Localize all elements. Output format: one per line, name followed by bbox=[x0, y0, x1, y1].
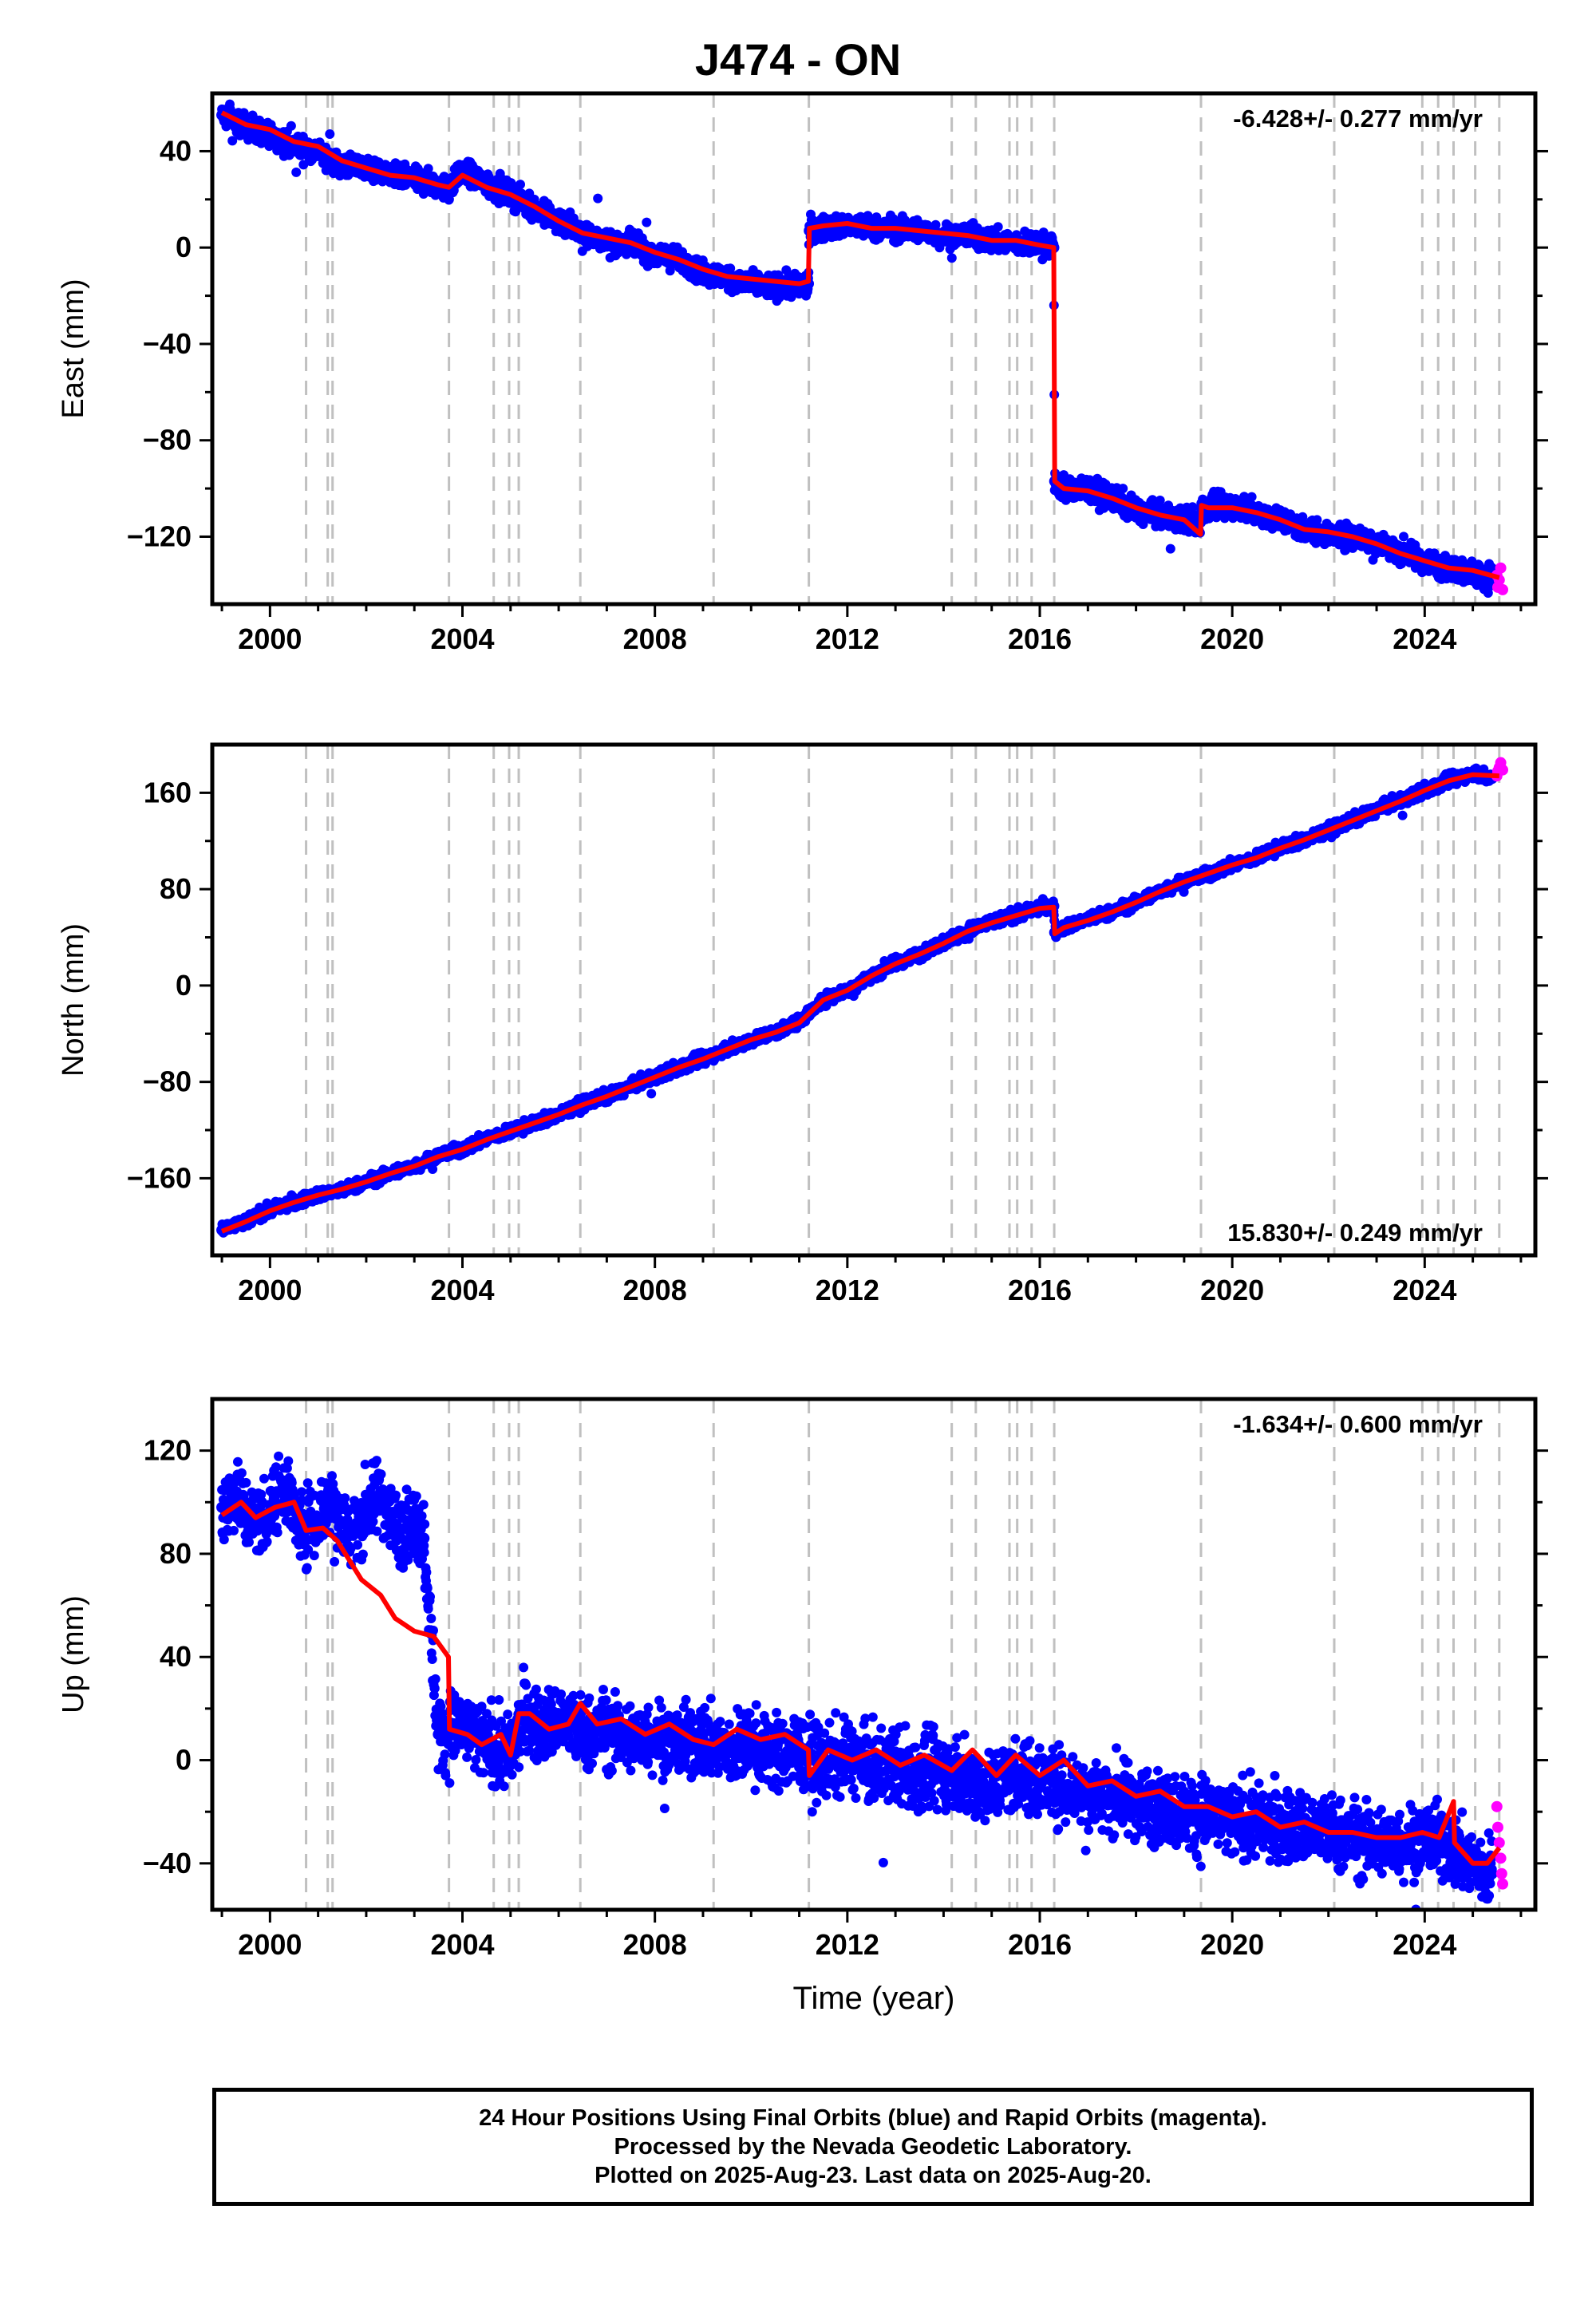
final-orbit-point bbox=[593, 193, 603, 204]
x-tick-label: 2024 bbox=[1393, 622, 1456, 655]
east-y-axis-label: East (mm) bbox=[57, 279, 90, 418]
time-series-plots: 2000 2004 2008 2012 2016 2020 2024 40 0 −40 −80 −12… bbox=[57, 91, 1548, 2016]
east-model-line bbox=[220, 110, 1500, 580]
final-orbit-point bbox=[1399, 532, 1408, 542]
final-orbit-point bbox=[423, 164, 433, 174]
final-orbit-point bbox=[1187, 502, 1198, 512]
final-orbit-point bbox=[993, 222, 1003, 232]
x-tick-label: 2020 bbox=[1200, 622, 1264, 655]
final-orbit-point bbox=[1118, 484, 1128, 494]
east-final-orbit-points bbox=[217, 99, 1497, 598]
north-plot-area bbox=[216, 745, 1509, 1255]
final-orbit-point bbox=[1487, 563, 1497, 573]
final-orbit-point bbox=[725, 263, 736, 274]
final-orbit-point bbox=[227, 136, 238, 146]
y-tick-label: 0 bbox=[176, 231, 192, 263]
final-orbit-point bbox=[1246, 492, 1257, 502]
north-panel: 2000 2004 2008 2012 2016 2020 2024160800−80−16… bbox=[57, 742, 1548, 1306]
final-orbit-point bbox=[1298, 512, 1308, 522]
east-rate-label: -6.428+/- 0.277 mm/yr bbox=[1233, 105, 1483, 132]
final-orbit-point bbox=[456, 164, 468, 176]
east-frame bbox=[210, 91, 1538, 607]
final-orbit-point bbox=[642, 217, 652, 227]
y-tick-label: −40 bbox=[143, 327, 192, 360]
east-panel: 2000 2004 2008 2012 2016 2020 2024 40 0 −40 −80 −12… bbox=[57, 91, 1548, 655]
rapid-orbit-point bbox=[1495, 562, 1507, 574]
final-orbit-point bbox=[291, 167, 302, 177]
final-orbit-point bbox=[646, 1089, 657, 1099]
x-tick-label: 2000 bbox=[238, 622, 302, 655]
final-orbit-point bbox=[516, 180, 525, 190]
final-orbit-point bbox=[946, 253, 957, 263]
final-orbit-point bbox=[1483, 588, 1493, 598]
x-tick-label: 2016 bbox=[1008, 622, 1072, 655]
final-orbit-point bbox=[1138, 520, 1148, 529]
final-orbit-point bbox=[286, 121, 296, 131]
final-orbit-point bbox=[325, 129, 335, 139]
y-tick-label: −80 bbox=[143, 424, 192, 456]
y-tick-label: 40 bbox=[160, 134, 192, 167]
final-orbit-point bbox=[1038, 227, 1049, 238]
final-orbit-point bbox=[298, 160, 309, 170]
x-tick-label: 2004 bbox=[430, 622, 494, 655]
final-orbit-point bbox=[1165, 543, 1175, 554]
x-tick-label: 2008 bbox=[623, 622, 687, 655]
final-orbit-point bbox=[1155, 496, 1165, 505]
x-tick-label: 2012 bbox=[816, 622, 879, 655]
y-tick-label: −120 bbox=[127, 520, 192, 552]
rapid-orbit-point bbox=[1497, 583, 1509, 595]
east-plot-area bbox=[216, 93, 1509, 604]
page-title: J474 - ON bbox=[694, 34, 902, 85]
